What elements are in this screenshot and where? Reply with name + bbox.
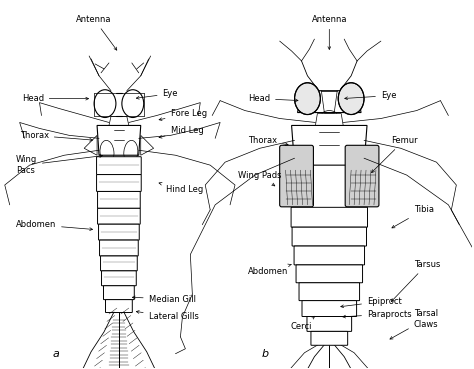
Text: Hind Leg: Hind Leg (159, 182, 203, 194)
Text: Mid Leg: Mid Leg (159, 126, 203, 138)
Text: Antenna: Antenna (76, 15, 117, 50)
Polygon shape (141, 135, 154, 155)
FancyBboxPatch shape (302, 301, 356, 317)
FancyBboxPatch shape (103, 286, 134, 300)
Text: Tarsus: Tarsus (392, 260, 440, 301)
FancyBboxPatch shape (291, 207, 367, 227)
Text: Head: Head (248, 94, 298, 103)
Text: Thorax: Thorax (248, 136, 288, 146)
Polygon shape (292, 125, 367, 165)
FancyBboxPatch shape (299, 283, 360, 301)
FancyBboxPatch shape (292, 227, 366, 246)
FancyBboxPatch shape (311, 331, 347, 345)
FancyBboxPatch shape (280, 145, 313, 207)
Text: Cerci: Cerci (291, 316, 315, 331)
Text: Thorax: Thorax (19, 131, 92, 141)
FancyBboxPatch shape (101, 271, 136, 286)
Text: Epiproct: Epiproct (341, 297, 402, 308)
Polygon shape (84, 135, 97, 155)
Text: b: b (261, 349, 268, 359)
FancyBboxPatch shape (106, 300, 132, 313)
Text: Wing
Pacs: Wing Pacs (16, 155, 102, 175)
FancyBboxPatch shape (345, 145, 379, 207)
Text: Tarsal
Claws: Tarsal Claws (390, 309, 438, 339)
Text: Median Gill: Median Gill (132, 294, 196, 304)
FancyBboxPatch shape (98, 208, 140, 224)
Polygon shape (298, 91, 361, 113)
Text: Wing Pads: Wing Pads (238, 170, 282, 186)
FancyBboxPatch shape (100, 240, 138, 256)
Text: a: a (53, 349, 60, 359)
Text: Abdomen: Abdomen (248, 264, 291, 276)
Text: Eye: Eye (137, 89, 178, 99)
Ellipse shape (338, 83, 364, 114)
Text: Eye: Eye (345, 91, 396, 100)
FancyBboxPatch shape (296, 265, 363, 283)
Text: Tibia: Tibia (392, 205, 434, 228)
Text: Fore Leg: Fore Leg (159, 109, 207, 121)
FancyBboxPatch shape (97, 175, 141, 192)
Text: Abdomen: Abdomen (16, 220, 92, 231)
Text: Femur: Femur (372, 136, 418, 173)
Text: Paraprocts: Paraprocts (343, 310, 411, 318)
FancyBboxPatch shape (100, 256, 137, 271)
Text: Lateral Gills: Lateral Gills (137, 311, 199, 321)
Text: Head: Head (22, 94, 89, 103)
FancyBboxPatch shape (294, 246, 365, 265)
Polygon shape (315, 114, 343, 125)
Text: Antenna: Antenna (311, 15, 347, 49)
FancyBboxPatch shape (99, 224, 139, 240)
FancyBboxPatch shape (98, 192, 140, 208)
Ellipse shape (294, 83, 320, 114)
FancyBboxPatch shape (307, 317, 352, 331)
FancyBboxPatch shape (97, 157, 141, 175)
